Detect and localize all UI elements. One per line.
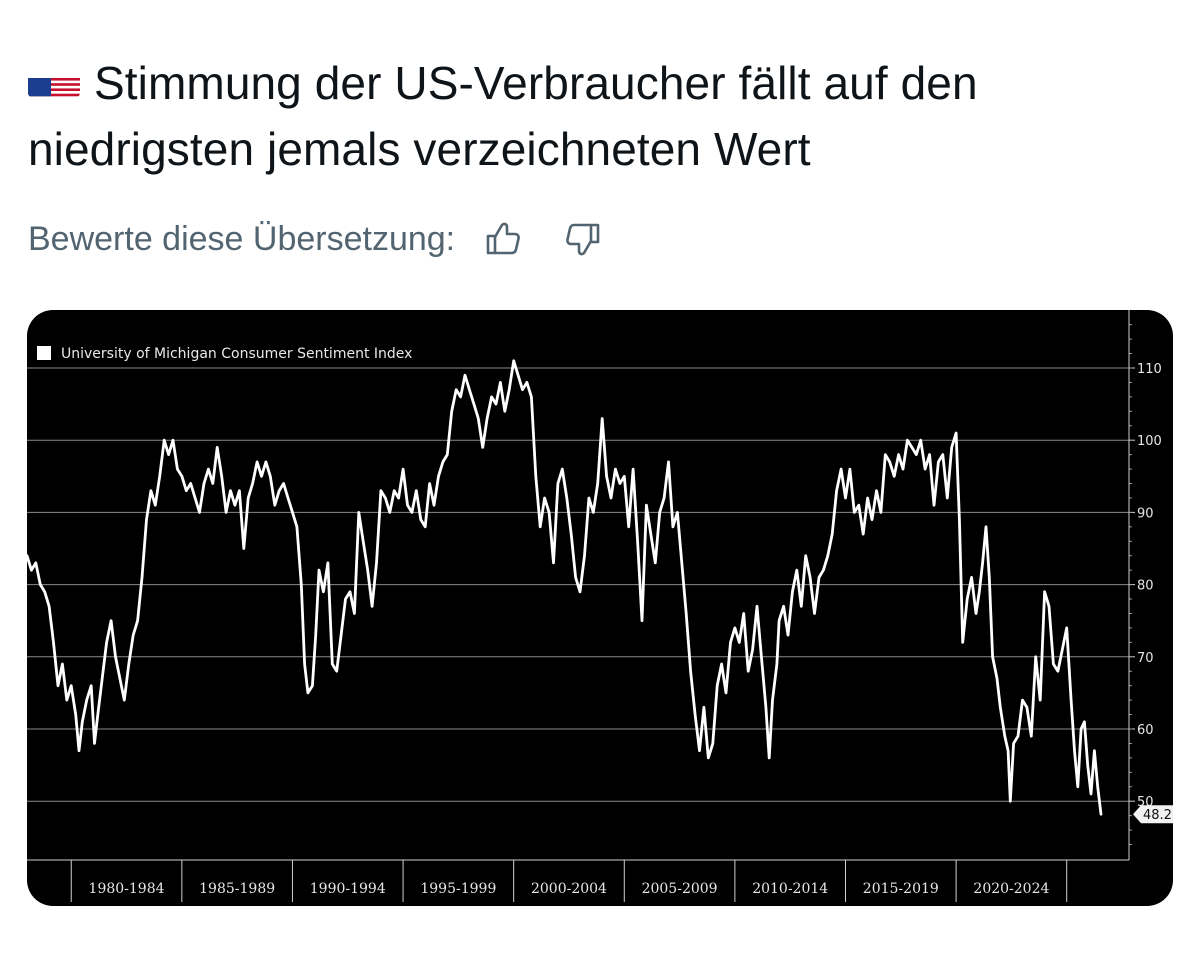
x-tick-label: 2000-2004 (531, 881, 607, 897)
x-tick-label: 1995-1999 (420, 881, 496, 897)
y-tick-label: 70 (1137, 651, 1154, 666)
chart-gridlines (27, 367, 1129, 802)
x-tick-label: 2015-2019 (863, 881, 939, 897)
y-tick-label: 60 (1137, 723, 1154, 738)
last-value-box (1133, 805, 1173, 824)
x-tick-label: 1990-1994 (310, 881, 386, 897)
x-tick-label: 2005-2009 (642, 881, 718, 897)
thumbs-up-icon (486, 222, 521, 255)
thumbs-down-icon (566, 223, 600, 256)
translation-rating-row: Bewerte diese Übersetzung: (28, 214, 609, 264)
last-value-label: 48.2 (1143, 808, 1172, 823)
y-tick-label: 110 (1137, 362, 1162, 377)
thumbs-up-button[interactable] (477, 214, 527, 264)
legend-label: University of Michigan Consumer Sentimen… (61, 346, 412, 362)
last-value-marker: 48.2 (1133, 805, 1173, 823)
post-headline: Stimmung der US-Verbraucher fällt auf de… (28, 50, 1178, 182)
legend-swatch (37, 346, 51, 360)
us-flag-icon (28, 63, 80, 97)
thumbs-down-button[interactable] (559, 214, 609, 264)
headline-text: Stimmung der US-Verbraucher fällt auf de… (28, 57, 978, 175)
x-tick-label: 1980-1984 (89, 881, 165, 897)
x-tick-label: 1985-1989 (199, 881, 275, 897)
y-tick-label: 90 (1137, 506, 1154, 521)
y-tick-label: 100 (1137, 434, 1162, 449)
series-line (27, 359, 1103, 816)
y-tick-label: 80 (1137, 579, 1154, 594)
sentiment-chart: 50 60 70 80 90 100 110 1980-1984 1985-1989 1990-1… (27, 310, 1173, 906)
x-tick-label: 2010-2014 (752, 881, 828, 897)
rate-prompt: Bewerte diese Übersetzung: (28, 219, 456, 258)
x-tick-label: 2020-2024 (973, 881, 1049, 897)
